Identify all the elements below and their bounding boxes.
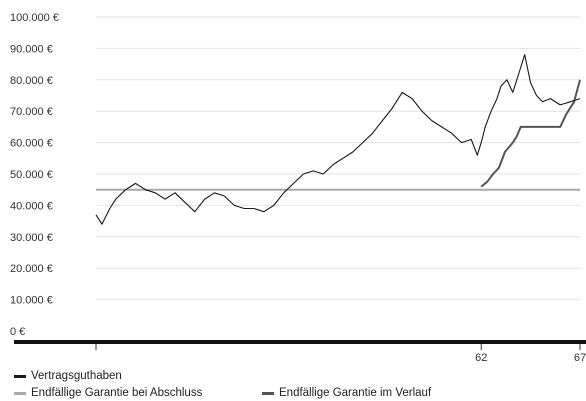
y-tick-label: 100.000 € <box>10 12 59 24</box>
y-tick-label: 10.000 € <box>10 295 53 307</box>
legend-item-vertragsguthaben: Vertragsguthaben <box>14 370 122 382</box>
y-tick-label: 80.000 € <box>10 75 53 87</box>
y-axis-tick-labels: 100.000 € 90.000 € 80.000 € 70.000 € 60.000 … <box>10 12 59 338</box>
y-tick-label: 60.000 € <box>10 138 53 150</box>
gridlines <box>96 16 580 301</box>
y-tick-label: 90.000 € <box>10 43 53 55</box>
y-tick-label: 0 € <box>10 326 25 338</box>
legend-item-garantie-abschluss: Endfällige Garantie bei Abschluss <box>14 387 202 399</box>
y-tick-label: 50.000 € <box>10 169 53 181</box>
x-tick-label: 67 <box>574 352 586 364</box>
y-tick-label: 20.000 € <box>10 263 53 275</box>
x-tick-label: 62 <box>475 352 487 364</box>
y-tick-label: 30.000 € <box>10 232 53 244</box>
legend-item-garantie-verlauf: Endfällige Garantie im Verlauf <box>262 387 431 399</box>
legend-swatch <box>262 391 274 395</box>
legend-label: Vertragsguthaben <box>31 370 122 382</box>
legend-label: Endfällige Garantie im Verlauf <box>279 387 432 399</box>
y-tick-label: 70.000 € <box>10 106 53 118</box>
y-tick-label: 40.000 € <box>10 200 53 212</box>
series-lines <box>95 54 581 225</box>
x-axis-tick-labels: 62 67 <box>475 352 586 364</box>
legend-label: Endfällige Garantie bei Abschluss <box>31 387 203 399</box>
x-axis <box>14 340 586 350</box>
series-line-2 <box>480 79 581 188</box>
line-chart: 100.000 € 90.000 € 80.000 € 70.000 € 60.000 … <box>10 12 586 364</box>
legend-swatch <box>14 374 26 378</box>
legend-swatch <box>14 391 26 395</box>
series-line-0 <box>95 54 581 225</box>
